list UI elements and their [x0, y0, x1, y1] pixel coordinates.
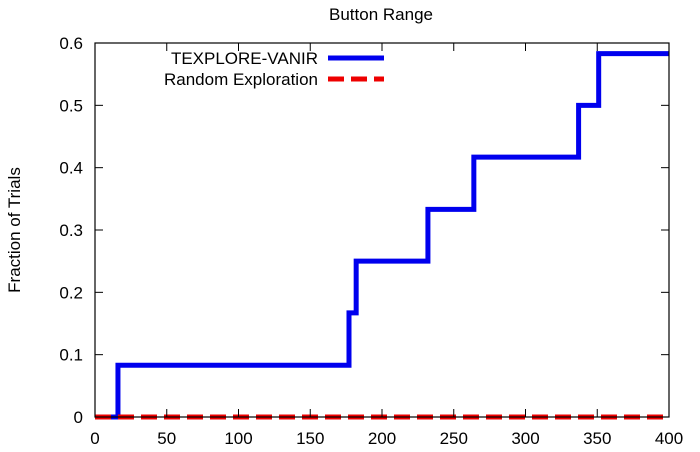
chart-title: Button Range — [329, 5, 433, 24]
y-tick-label: 0.6 — [59, 34, 83, 53]
x-tick-label: 200 — [368, 429, 396, 448]
x-tick-label: 350 — [583, 429, 611, 448]
x-tick-label: 400 — [655, 429, 683, 448]
x-tick-label: 150 — [296, 429, 324, 448]
y-axis-label: Fraction of Trials — [5, 167, 24, 293]
series-layer — [95, 51, 669, 420]
x-tick-label: 0 — [90, 429, 99, 448]
x-tick-label: 50 — [157, 429, 176, 448]
ticks-layer: 0 50 100 150 200 250 300 350 400 0 0.1 0.2 0.3 0.4 0.5… — [59, 34, 683, 448]
y-tick-label: 0.4 — [59, 159, 83, 178]
x-tick-label: 300 — [511, 429, 539, 448]
y-tick-label: 0.2 — [59, 283, 83, 302]
y-tick-label: 0 — [74, 408, 83, 427]
x-tick-label: 250 — [440, 429, 468, 448]
y-tick-label: 0.3 — [59, 221, 83, 240]
x-tick-label: 100 — [224, 429, 252, 448]
plot-frame — [94, 42, 670, 418]
legend-label: Random Exploration — [164, 70, 318, 89]
series-line — [95, 51, 669, 420]
legend: TEXPLORE-VANIR Random Exploration — [164, 49, 384, 89]
y-tick-label: 0.1 — [59, 346, 83, 365]
legend-label: TEXPLORE-VANIR — [171, 49, 318, 68]
y-tick-label: 0.5 — [59, 96, 83, 115]
